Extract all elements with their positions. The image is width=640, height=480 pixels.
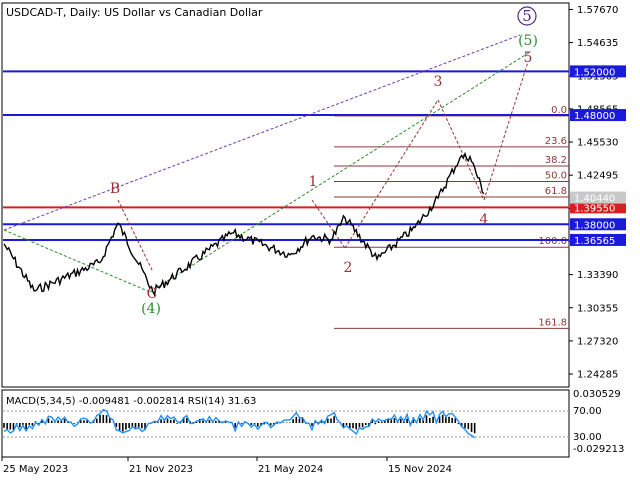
wave-guide-lines <box>3 34 531 293</box>
red-wave-line <box>483 61 529 201</box>
level-tag-label: 1.39550 <box>574 203 615 214</box>
wave-label-w3: 3 <box>434 74 443 90</box>
y-tick-label: 1.24285 <box>577 370 618 381</box>
wave-label-w5: 5 <box>524 50 533 66</box>
wave-circle <box>517 6 537 26</box>
support-resistance-levels <box>3 70 569 241</box>
x-tick-label: 21 May 2024 <box>258 464 323 475</box>
y-tick-label: 1.30355 <box>577 303 618 314</box>
level-tag-label: 1.52000 <box>574 67 615 78</box>
purple-channel-line <box>3 34 521 231</box>
indicator-title: MACD(5,34,5) -0.009481 -0.002814 RSI(14)… <box>6 396 256 407</box>
macd-rsi-indicator <box>3 408 569 439</box>
level-tag <box>570 218 626 231</box>
red-wave-line <box>344 99 439 249</box>
fib-label: 0.0 <box>551 105 567 116</box>
level-tag <box>570 109 626 122</box>
fib-label: 61.8 <box>545 186 567 197</box>
fib-label: 38.2 <box>545 155 567 166</box>
indicator-axis: 0.030529 70.00 30.00-0.029213 <box>573 389 624 455</box>
fib-label: 23.6 <box>545 136 567 147</box>
wave-label-w4: 4 <box>480 212 489 228</box>
y-tick-label: 1.45530 <box>577 138 618 149</box>
time-axis: 25 May 2023 21 Nov 2023 21 May 2024 15 Nov … <box>1 457 452 475</box>
x-tick-label: 21 Nov 2023 <box>129 464 193 475</box>
main-chart-frame <box>1 2 570 388</box>
y-tick-label: 1.33390 <box>577 270 618 281</box>
red-wave-line <box>117 199 154 273</box>
level-tag-label: 1.36565 <box>574 236 615 247</box>
wave-label-p5: 5 <box>522 7 532 25</box>
green-wave-line <box>3 229 151 293</box>
wave-label-C: C <box>147 286 158 302</box>
level-price-tags: 1.52000 1.48000 1.39550 1.38000 1.36565 1.404… <box>570 65 626 247</box>
y-tick-label: 1.27320 <box>577 336 618 347</box>
wave-label-g4: (4) <box>141 301 161 317</box>
level-tag-label: 1.48000 <box>574 111 615 122</box>
indicator-tick-label: 70.00 <box>573 406 602 417</box>
wave-label-w2: 2 <box>344 260 353 276</box>
x-tick-label: 25 May 2023 <box>3 464 68 475</box>
x-tick-label: 15 Nov 2024 <box>388 464 452 475</box>
level-tag-label: 1.38000 <box>574 220 615 231</box>
level-tag <box>570 65 626 78</box>
indicator-tick-label: 30.00 <box>573 432 602 443</box>
red-wave-line <box>437 99 485 201</box>
wave-label-g5: (5) <box>518 33 538 49</box>
price-series-line <box>3 151 485 298</box>
indicator-tick-label: 0.030529 <box>573 389 621 400</box>
level-tag <box>570 233 626 246</box>
level-tag <box>570 201 626 214</box>
fib-label: 50.0 <box>545 170 567 181</box>
wave-label-w1: 1 <box>309 174 318 190</box>
rsi-line <box>3 408 476 439</box>
y-tick-label: 1.57670 <box>577 5 618 16</box>
wave-label-B: B <box>110 181 120 197</box>
current-price-label: 1.40440 <box>574 194 615 205</box>
fib-label: 161.8 <box>538 317 567 328</box>
fib-label: 100.0 <box>538 236 567 247</box>
y-tick-label: 1.42495 <box>577 171 618 182</box>
current-price-tag <box>570 191 626 204</box>
chart-title: USDCAD-T, Daily: US Dollar vs Canadian D… <box>6 6 263 19</box>
indicator-tick-label: -0.029213 <box>573 444 624 455</box>
y-tick-label: 1.54635 <box>577 38 618 49</box>
